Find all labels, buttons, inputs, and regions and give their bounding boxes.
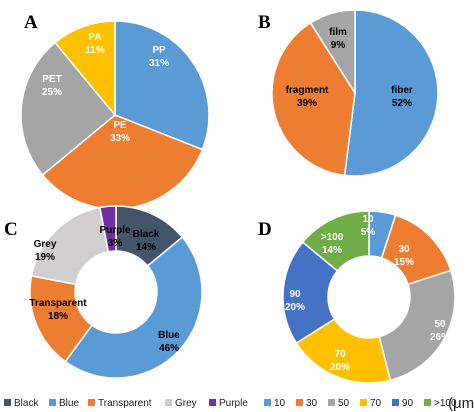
legend-swatch-transparent bbox=[88, 399, 95, 406]
slice-name-10: 10 bbox=[362, 214, 374, 225]
slice-label-fiber: fiber 52% bbox=[391, 85, 413, 109]
panel-letter-d: D bbox=[258, 219, 272, 240]
slice-name-pe: PE bbox=[113, 120, 127, 131]
donut-chart-size: 10 5%30 15%50 26%70 20%90 20%>100 14% bbox=[282, 210, 456, 384]
slice-value-pet: 25% bbox=[42, 87, 62, 98]
slice-pp bbox=[114, 20, 210, 151]
donut-chart-color: Black 14% Blue 46% Transparent 18% Grey 19% Purp… bbox=[29, 205, 203, 379]
slice-label-30: 30 15% bbox=[394, 244, 414, 268]
slice-value-transparent: 18% bbox=[48, 311, 68, 322]
slice-value-50: 26% bbox=[430, 332, 450, 343]
slice-name-black: Black bbox=[133, 229, 160, 240]
slice-film bbox=[309, 9, 356, 96]
slice-name-blue: Blue bbox=[158, 330, 180, 341]
slice-label-10: 10 5% bbox=[361, 214, 376, 238]
slice-value-90: 20% bbox=[285, 302, 305, 313]
legend-label-10: 10 bbox=[274, 398, 286, 409]
slice-label-50: 50 26% bbox=[430, 319, 450, 343]
legend-swatch-70 bbox=[360, 399, 367, 406]
slice-value-70: 20% bbox=[330, 362, 350, 373]
legend-swatch-50 bbox=[328, 399, 335, 406]
legend-label-90: 90 bbox=[402, 398, 414, 409]
legend-swatch-30 bbox=[296, 399, 303, 406]
slice-name-pp: PP bbox=[152, 45, 166, 56]
slice-name-transparent: Transparent bbox=[29, 298, 87, 309]
slice-label-fragment: fragment 39% bbox=[286, 85, 329, 109]
legend-swatch-blue bbox=[49, 399, 56, 406]
slice-name-fragment: fragment bbox=[286, 85, 329, 96]
legend-label-50: 50 bbox=[338, 398, 350, 409]
slice-value-10: 5% bbox=[361, 227, 376, 238]
legend-unit: (μm) bbox=[448, 395, 474, 412]
slice-label-gt100: >100 14% bbox=[321, 232, 344, 256]
slice-label-blue: Blue 46% bbox=[158, 330, 180, 354]
slice-value-fiber: 52% bbox=[392, 98, 412, 109]
legend-label-purple: Purple bbox=[219, 398, 248, 409]
slice-label-pp: PP 31% bbox=[149, 45, 169, 69]
slice-label-grey: Grey 19% bbox=[34, 239, 57, 263]
slice-label-black: Black 14% bbox=[133, 229, 160, 253]
slice-gt100 bbox=[301, 210, 370, 272]
slice-value-film: 9% bbox=[331, 40, 346, 51]
slice-value-30: 15% bbox=[394, 257, 414, 268]
legend-swatch-90 bbox=[392, 399, 399, 406]
slice-label-transparent: Transparent 18% bbox=[29, 298, 87, 322]
slice-label-70: 70 20% bbox=[330, 349, 350, 373]
legend-swatch-purple bbox=[209, 399, 216, 406]
slice-name-70: 70 bbox=[334, 349, 346, 360]
slice-value-black: 14% bbox=[136, 242, 156, 253]
legend-label-grey: Grey bbox=[175, 398, 197, 409]
legend-size: 10 30 50 70 90 >100(μm) bbox=[264, 395, 474, 412]
slice-label-pe: PE 33% bbox=[110, 120, 130, 144]
legend-swatch-gt100 bbox=[424, 399, 431, 406]
slice-name-purple: Purple bbox=[99, 225, 131, 236]
slice-value-pp: 31% bbox=[149, 58, 169, 69]
panel-letter-a: A bbox=[24, 12, 38, 33]
slice-pet bbox=[20, 41, 117, 176]
slice-name-fiber: fiber bbox=[391, 85, 413, 96]
legend-label-30: 30 bbox=[306, 398, 318, 409]
slice-name-30: 30 bbox=[398, 244, 410, 255]
panel-letter-b: B bbox=[258, 12, 271, 33]
slice-pa bbox=[54, 20, 116, 118]
legend-swatch-10 bbox=[264, 399, 271, 406]
slice-value-pa: 11% bbox=[85, 45, 105, 56]
slice-name-90: 90 bbox=[289, 289, 301, 300]
slice-name-50: 50 bbox=[434, 319, 446, 330]
slice-fiber bbox=[343, 9, 439, 177]
legend-label-transparent: Transparent bbox=[98, 398, 152, 409]
legend-swatch-grey bbox=[165, 399, 172, 406]
slice-value-blue: 46% bbox=[159, 343, 179, 354]
slice-label-film: film 9% bbox=[329, 27, 347, 51]
pie-chart-polymer: PP 31% PE 33% PET 25% PA 11% bbox=[20, 20, 210, 210]
slice-name-pa: PA bbox=[88, 32, 101, 43]
slice-label-pet: PET 25% bbox=[42, 74, 62, 98]
slice-purple bbox=[99, 205, 117, 253]
slice-label-purple: Purple 3% bbox=[99, 225, 131, 249]
slice-value-fragment: 39% bbox=[297, 98, 317, 109]
slice-name-film: film bbox=[329, 27, 347, 38]
legend-label-blue: Blue bbox=[59, 398, 79, 409]
legend-swatch-black bbox=[4, 399, 11, 406]
slice-name-gt100: >100 bbox=[321, 232, 344, 243]
slice-name-pet: PET bbox=[42, 74, 61, 85]
slice-name-grey: Grey bbox=[34, 239, 57, 250]
slice-blue bbox=[64, 236, 203, 379]
slice-value-grey: 19% bbox=[35, 252, 55, 263]
legend-label-70: 70 bbox=[370, 398, 382, 409]
slice-label-pa: PA 11% bbox=[85, 32, 105, 56]
panel-letter-c: C bbox=[4, 219, 18, 240]
legend-color: Black Blue Transparent Grey Purple bbox=[4, 398, 248, 409]
slice-value-gt100: 14% bbox=[322, 245, 342, 256]
legend-label-black: Black bbox=[14, 398, 39, 409]
legend-label-gt100: >100 bbox=[434, 398, 457, 409]
pie-chart-shape: fiber 52% fragment 39% film 9% bbox=[271, 9, 439, 177]
slice-value-pe: 33% bbox=[110, 133, 130, 144]
slice-50 bbox=[378, 269, 456, 382]
slice-value-purple: 3% bbox=[108, 238, 123, 249]
slice-label-90: 90 20% bbox=[285, 289, 305, 313]
